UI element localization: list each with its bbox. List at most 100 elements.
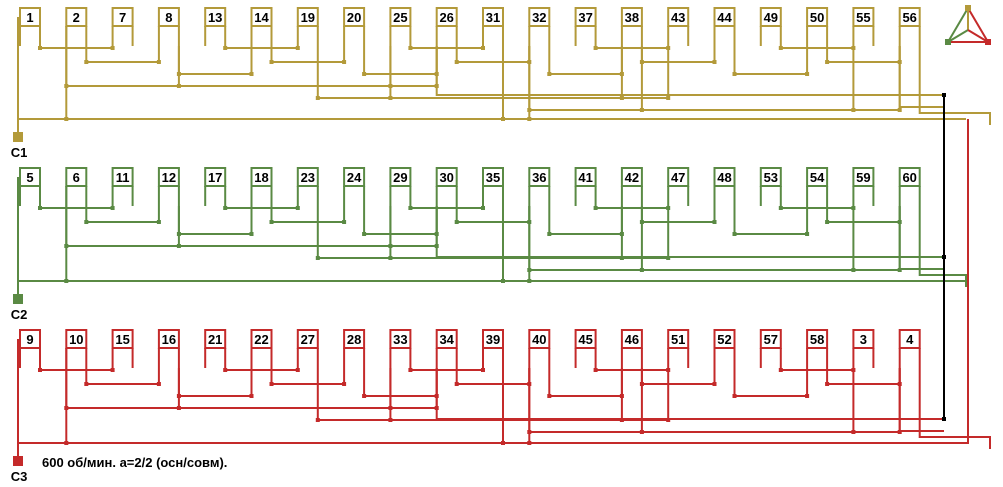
junction-dot [269,60,274,64]
junction-dot [481,46,485,50]
junction-dot [84,220,89,224]
slot-box [296,167,319,187]
slot-number: 7 [119,10,126,25]
slot-box [759,329,782,349]
junction-dot [223,46,228,50]
slot-number: 11 [116,170,130,185]
junction-dot [176,406,181,410]
slot-number: 46 [625,332,639,347]
slot-box [435,7,458,27]
slot-number: 58 [810,332,824,347]
slot-number: 3 [860,332,867,347]
slot-box [898,7,921,27]
slot-box [667,7,690,27]
delta-star-icon-line [947,7,969,43]
series-link [316,206,670,259]
slot-box [667,329,690,349]
junction-dot [176,244,181,248]
slot-box [111,329,134,349]
group-link [363,46,438,75]
slot-number: 38 [625,10,639,25]
series-link [640,206,855,271]
slot-number: 32 [532,10,546,25]
junction-dot [315,256,320,260]
slot-number: 55 [856,10,870,25]
slot-box [296,329,319,349]
slot-number: 24 [347,170,362,185]
group-link [177,206,253,235]
junction-dot [249,394,254,398]
slot-box [806,329,829,349]
slot-number: 13 [208,10,222,25]
slot-box [713,329,736,349]
group-link [733,46,809,75]
slot-box [250,167,273,187]
slot-box [482,7,504,27]
junction-dot [851,108,856,112]
slot-box [574,329,597,349]
slot-number: 40 [532,332,546,347]
slot-number: 8 [165,10,172,25]
slot-number: 4 [906,332,914,347]
group-link [363,206,438,235]
slot-box [157,7,180,27]
slot-number: 39 [486,332,500,347]
slot-box [759,7,782,27]
slot-box [204,329,227,349]
junction-dot [501,441,505,445]
slot-box [296,7,319,27]
slot-box [574,167,597,187]
slot-number: 42 [625,170,639,185]
junction-dot [547,232,552,236]
slot-box [528,7,551,27]
slot-box [806,7,829,27]
slot-box [759,167,782,187]
junction-dot [110,46,115,50]
terminal-c2-label: C2 [11,307,28,322]
delta-star-icon-node [945,39,951,45]
junction-dot [942,93,946,97]
slot-number: 50 [810,10,824,25]
slot-number: 28 [347,332,361,347]
slot-box [713,7,736,27]
junction-dot [805,394,810,398]
slot-box [250,7,273,27]
slot-number: 56 [902,10,916,25]
slot-box [65,167,88,187]
slot-box [482,329,504,349]
slot-number: 41 [578,170,592,185]
junction-dot [269,382,274,386]
junction-dot [223,368,228,372]
slot-box [852,329,875,349]
junction-dot [295,368,300,372]
slot-number: 44 [717,10,732,25]
group-link [733,368,809,397]
slot-number: 60 [902,170,916,185]
terminal-c2-icon [13,294,23,304]
junction-dot [388,418,393,422]
series-link [389,46,623,99]
slot-box [528,329,551,349]
junction-dot [342,220,347,224]
slot-number: 49 [764,10,778,25]
junction-dot [110,206,115,210]
junction-dot [942,255,946,259]
junction-dot [295,206,300,210]
junction-dot [712,382,717,386]
slot-number: 26 [439,10,453,25]
slot-box [620,7,643,27]
slot-number: 30 [439,170,453,185]
slot-box [65,329,88,349]
slot-number: 43 [671,10,685,25]
slot-number: 45 [578,332,592,347]
group-link [177,46,253,75]
slot-number: 25 [393,10,407,25]
junction-dot [547,394,552,398]
slot-box [250,329,273,349]
junction-dot [481,206,485,210]
junction-dot [362,72,367,76]
slot-box [19,167,41,187]
series-link [640,368,855,433]
junction-dot [825,220,830,224]
